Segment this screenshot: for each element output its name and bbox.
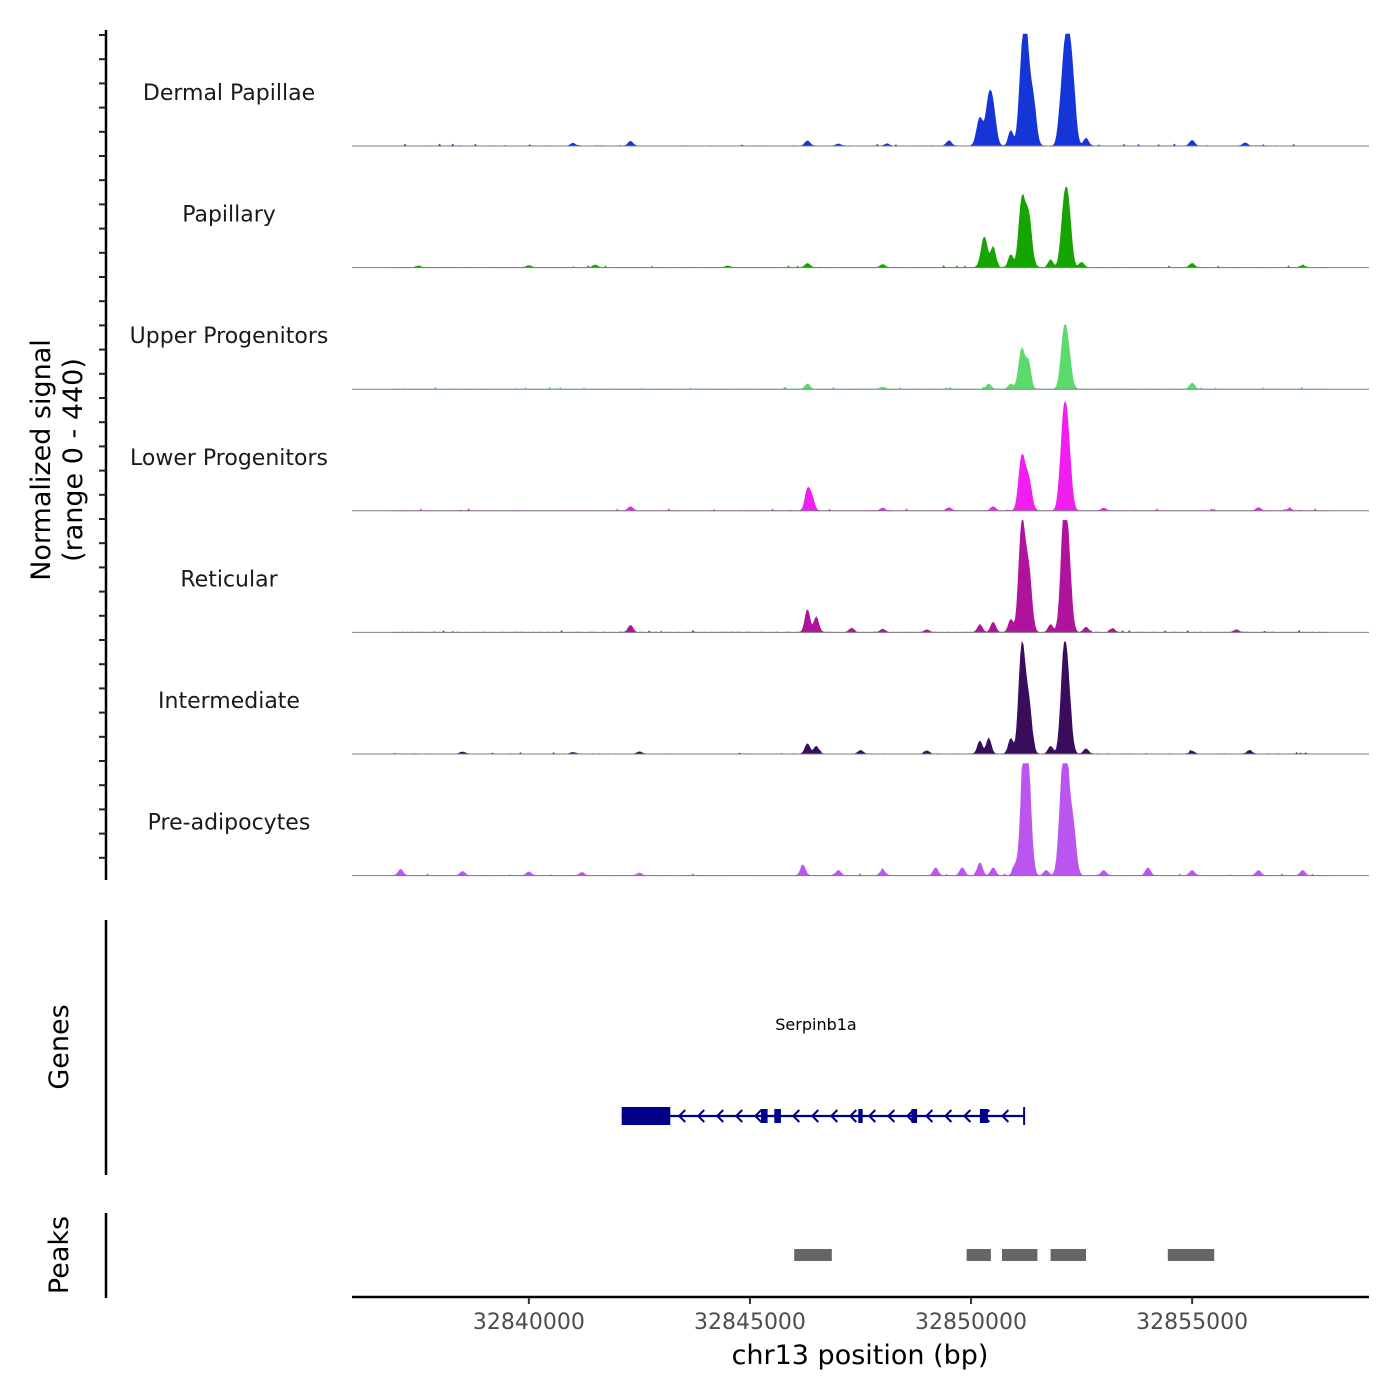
gene-exon xyxy=(979,1109,988,1123)
strand-arrow xyxy=(734,1109,743,1123)
gene-name-label: Serpinb1a xyxy=(775,1015,856,1034)
signal-area xyxy=(391,520,1329,633)
track-label: Intermediate xyxy=(158,689,300,714)
strand-arrow xyxy=(848,1109,858,1123)
x-tick-label: 32855000 xyxy=(1136,1310,1248,1335)
x-tick-label: 32850000 xyxy=(915,1310,1027,1335)
gene-exon xyxy=(911,1109,918,1123)
x-axis-title: chr13 position (bp) xyxy=(732,1340,989,1371)
peaks-panel-title: Peaks xyxy=(44,1216,75,1294)
strand-arrow xyxy=(886,1109,896,1123)
track-upper-progenitors: Upper Progenitors xyxy=(130,324,1369,390)
genes-panel-title: Genes xyxy=(44,1004,75,1089)
peak-region xyxy=(966,1249,991,1261)
strand-arrow xyxy=(924,1109,934,1123)
strand-arrow xyxy=(715,1109,724,1123)
track-dermal-papillae: Dermal Papillae xyxy=(143,33,1369,147)
x-tick-label: 32840000 xyxy=(473,1310,585,1335)
signal-area xyxy=(391,33,1329,147)
strand-arrow xyxy=(696,1109,705,1123)
peak-region xyxy=(1002,1249,1038,1261)
y-axis-title-line2: (range 0 - 440) xyxy=(58,358,89,562)
strand-arrow xyxy=(810,1109,820,1123)
gene-exon xyxy=(761,1109,768,1123)
signal-area xyxy=(391,401,1329,512)
peak-regions xyxy=(794,1249,1215,1261)
gene-model xyxy=(621,1107,1026,1125)
track-pre-adipocytes: Pre-adipocytes xyxy=(148,763,1369,877)
strand-arrow xyxy=(943,1109,953,1123)
coverage-panel-axis xyxy=(99,30,108,880)
track-intermediate: Intermediate xyxy=(158,640,1369,755)
gene-exon xyxy=(621,1107,671,1125)
strand-arrow xyxy=(829,1109,839,1123)
signal-area xyxy=(391,640,1329,755)
gene-exon xyxy=(858,1109,863,1123)
coverage-y-ticks xyxy=(99,34,106,859)
track-label: Reticular xyxy=(180,567,278,592)
strand-arrow xyxy=(962,1109,972,1123)
peak-region xyxy=(794,1249,832,1261)
x-tick-label: 32845000 xyxy=(694,1310,806,1335)
signal-tracks: Dermal Papillae Papillary Upper Progenitor… xyxy=(130,33,1369,877)
track-label: Upper Progenitors xyxy=(130,324,329,349)
x-axis-ticks: 32840000 32845000 32850000 32855000 xyxy=(473,1298,1248,1335)
signal-area xyxy=(391,186,1329,268)
track-papillary: Papillary xyxy=(182,186,1369,269)
peak-region xyxy=(1050,1249,1086,1261)
track-label: Dermal Papillae xyxy=(143,81,315,106)
signal-area xyxy=(391,763,1329,876)
track-label: Pre-adipocytes xyxy=(148,811,311,836)
track-reticular: Reticular xyxy=(180,520,1369,633)
y-axis-title-line1: Normalized signal xyxy=(26,339,57,581)
track-label: Papillary xyxy=(182,203,276,228)
signal-area xyxy=(391,324,1329,390)
strand-arrow xyxy=(1000,1109,1010,1123)
track-label: Lower Progenitors xyxy=(130,446,328,471)
strand-arrow xyxy=(677,1109,686,1123)
strand-arrow xyxy=(867,1109,877,1123)
track-lower-progenitors: Lower Progenitors xyxy=(130,401,1369,512)
strand-arrow xyxy=(791,1109,801,1123)
gene-exon xyxy=(774,1109,781,1123)
peak-region xyxy=(1167,1249,1215,1261)
strand-arrow xyxy=(753,1109,763,1123)
